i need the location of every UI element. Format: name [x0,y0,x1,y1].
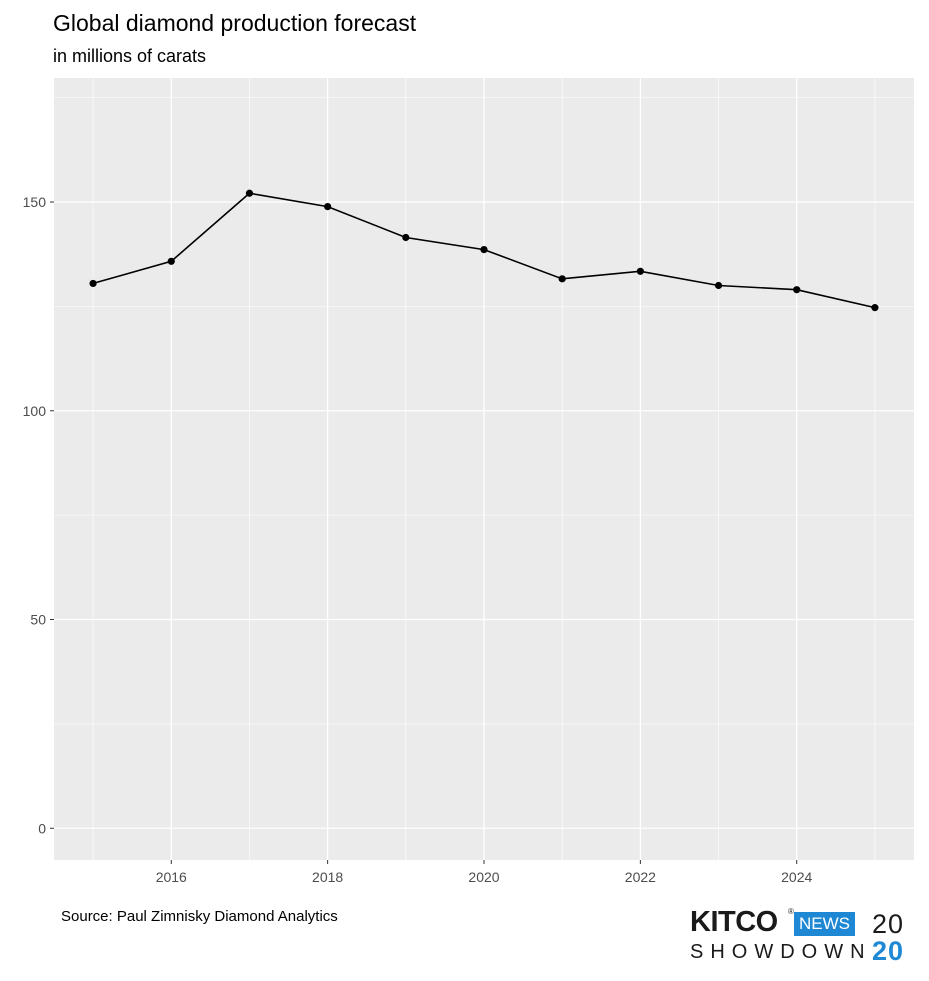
x-tick-label: 2024 [781,869,812,885]
logo-news-badge: NEWS [794,912,855,936]
data-point [636,267,644,275]
logo-registered-mark: ® [788,907,794,916]
data-point [402,233,410,242]
logo-year-bottom: 20 [872,936,905,966]
y-tick-label: 0 [38,820,46,836]
y-tick-label: 100 [23,403,47,419]
y-tick-label: 150 [23,194,47,210]
logo-year-top: 20 [872,909,905,939]
x-tick-label: 2020 [468,869,499,885]
x-tick-label: 2016 [156,869,187,885]
data-point [558,275,566,283]
x-tick-label: 2018 [312,869,343,885]
data-point [793,286,801,294]
x-tick-label: 2022 [625,869,656,885]
source-note: Source: Paul Zimnisky Diamond Analytics [61,908,338,925]
chart-title: Global diamond production forecast [53,10,417,36]
data-point [167,257,175,265]
logo-showdown-text: SHOWDOWN [690,941,872,963]
data-point [245,189,254,197]
data-point [324,202,332,211]
logo-kitco-text: KITCO [690,906,778,938]
chart-subtitle: in millions of carats [53,46,207,66]
data-point [871,304,879,312]
data-point [714,281,723,290]
y-tick-label: 50 [30,612,46,628]
kitco-news-showdown-logo: KITCO ® NEWS 20 SHOWDOWN 20 [690,906,915,968]
data-point [89,279,97,288]
data-point [480,245,488,254]
